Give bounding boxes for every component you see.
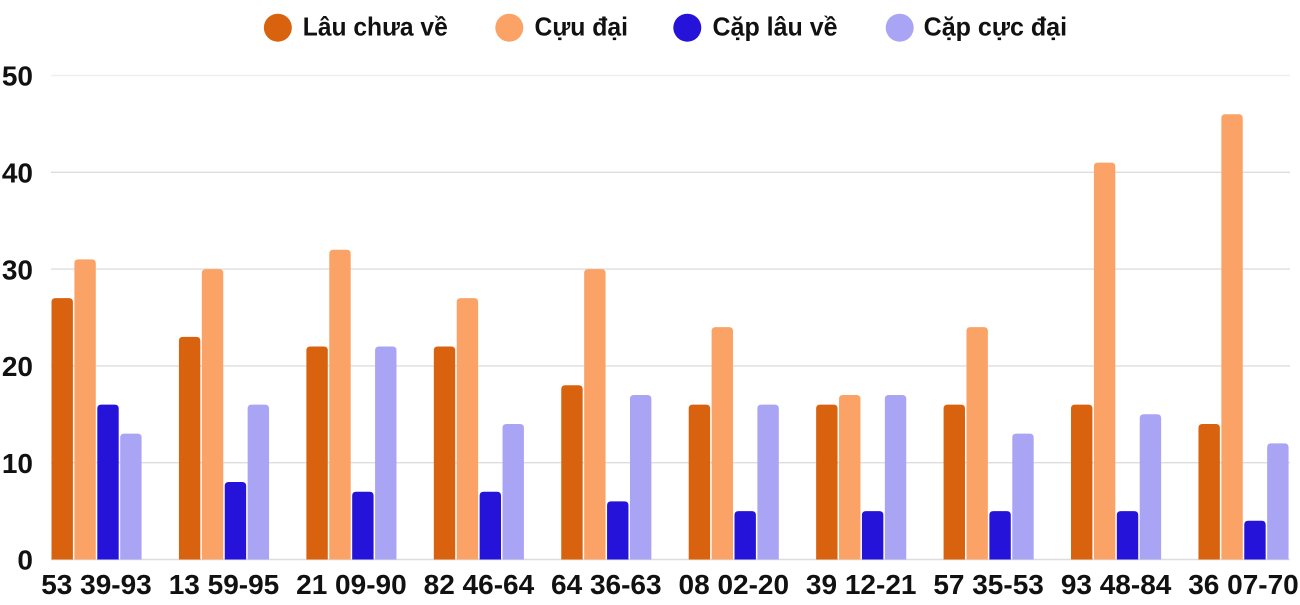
svg-text:08 02-20: 08 02-20: [679, 569, 790, 600]
svg-text:57 35-53: 57 35-53: [933, 569, 1044, 600]
svg-text:0: 0: [17, 545, 33, 576]
svg-text:40: 40: [2, 158, 33, 189]
svg-text:93 48-84: 93 48-84: [1061, 569, 1172, 600]
svg-text:39 12-21: 39 12-21: [806, 569, 917, 600]
svg-text:50: 50: [2, 61, 33, 92]
svg-text:64 36-63: 64 36-63: [551, 569, 662, 600]
svg-text:13 59-95: 13 59-95: [169, 569, 280, 600]
svg-text:36 07-70: 36 07-70: [1188, 569, 1299, 600]
svg-text:Cựu đại: Cựu đại: [535, 12, 629, 42]
svg-text:Cặp lâu về: Cặp lâu về: [713, 12, 838, 42]
svg-text:10: 10: [2, 448, 33, 479]
svg-text:Cặp cực đại: Cặp cực đại: [924, 12, 1068, 42]
svg-text:21 09-90: 21 09-90: [296, 569, 407, 600]
svg-text:82 46-64: 82 46-64: [424, 569, 535, 600]
svg-text:Lâu chưa về: Lâu chưa về: [303, 12, 448, 42]
svg-text:20: 20: [2, 351, 33, 382]
svg-text:30: 30: [2, 254, 33, 285]
svg-text:53 39-93: 53 39-93: [41, 569, 152, 600]
